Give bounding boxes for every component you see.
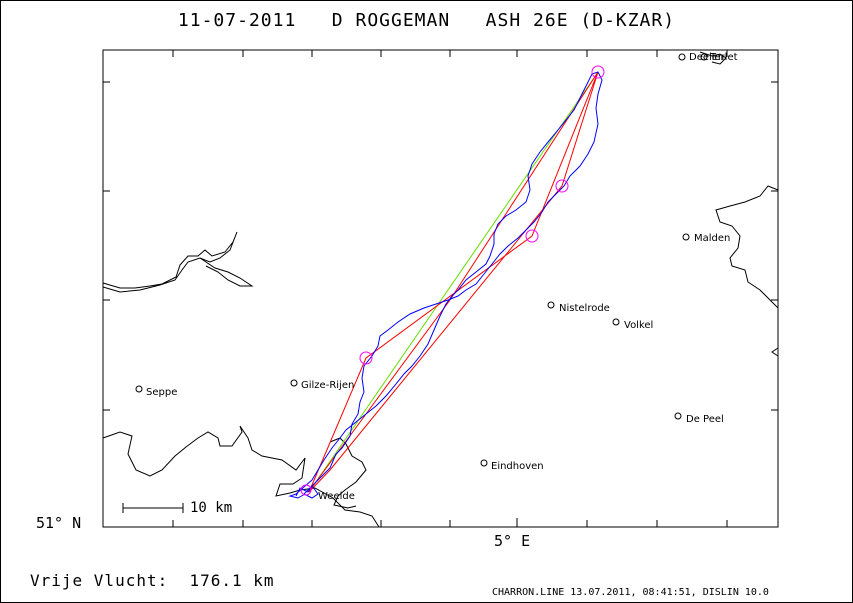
place-label-seppe: Seppe xyxy=(146,387,178,398)
left-ticks xyxy=(103,81,110,411)
free-flight-distance: Vrije Vlucht: 176.1 km xyxy=(30,571,275,590)
place-label-eindhoven: Eindhoven xyxy=(491,461,544,472)
place-label-de-peel: De Peel xyxy=(686,414,724,425)
gilze-rijen-marker xyxy=(290,379,298,387)
right-ticks xyxy=(771,81,778,411)
volkel-marker xyxy=(612,318,620,326)
place-label-nistelrode: Nistelrode xyxy=(559,303,610,314)
place-markers xyxy=(135,53,708,467)
scale-bar xyxy=(122,503,184,513)
gps-track xyxy=(288,71,603,499)
map-area-border xyxy=(102,49,779,528)
place-label-volkel: Volkel xyxy=(624,320,654,331)
place-label-gilze-rijen: Gilze-Rijen xyxy=(301,380,355,391)
latitude-label: 51° N xyxy=(36,514,82,532)
eindhoven-marker xyxy=(480,459,488,467)
de-peel-marker xyxy=(674,412,682,420)
longitude-label: 5° E xyxy=(494,532,531,550)
place-label-terlet: Terlet xyxy=(710,52,738,63)
flight-title: 11-07-2011 D ROGGEMAN ASH 26E (D-KZAR) xyxy=(177,10,676,31)
place-label-deelen: Deelen xyxy=(689,52,725,63)
bottom-ticks xyxy=(172,518,728,527)
nistelrode-marker xyxy=(547,301,555,309)
place-label-weelde: Weelde xyxy=(318,491,355,502)
seppe-marker xyxy=(135,385,143,393)
terlet-marker xyxy=(700,53,708,61)
place-label-malden: Malden xyxy=(694,233,731,244)
footer-info: CHARRON.LINE 13.07.2011, 08:41:51, DISLI… xyxy=(492,587,769,598)
scale-bar-label: 10 km xyxy=(190,500,233,516)
deelen-marker xyxy=(678,53,686,61)
malden-marker xyxy=(682,233,690,241)
coastline xyxy=(102,51,779,528)
free-flight-line xyxy=(308,71,599,493)
top-ticks xyxy=(172,50,728,57)
turnpoints xyxy=(300,65,605,496)
